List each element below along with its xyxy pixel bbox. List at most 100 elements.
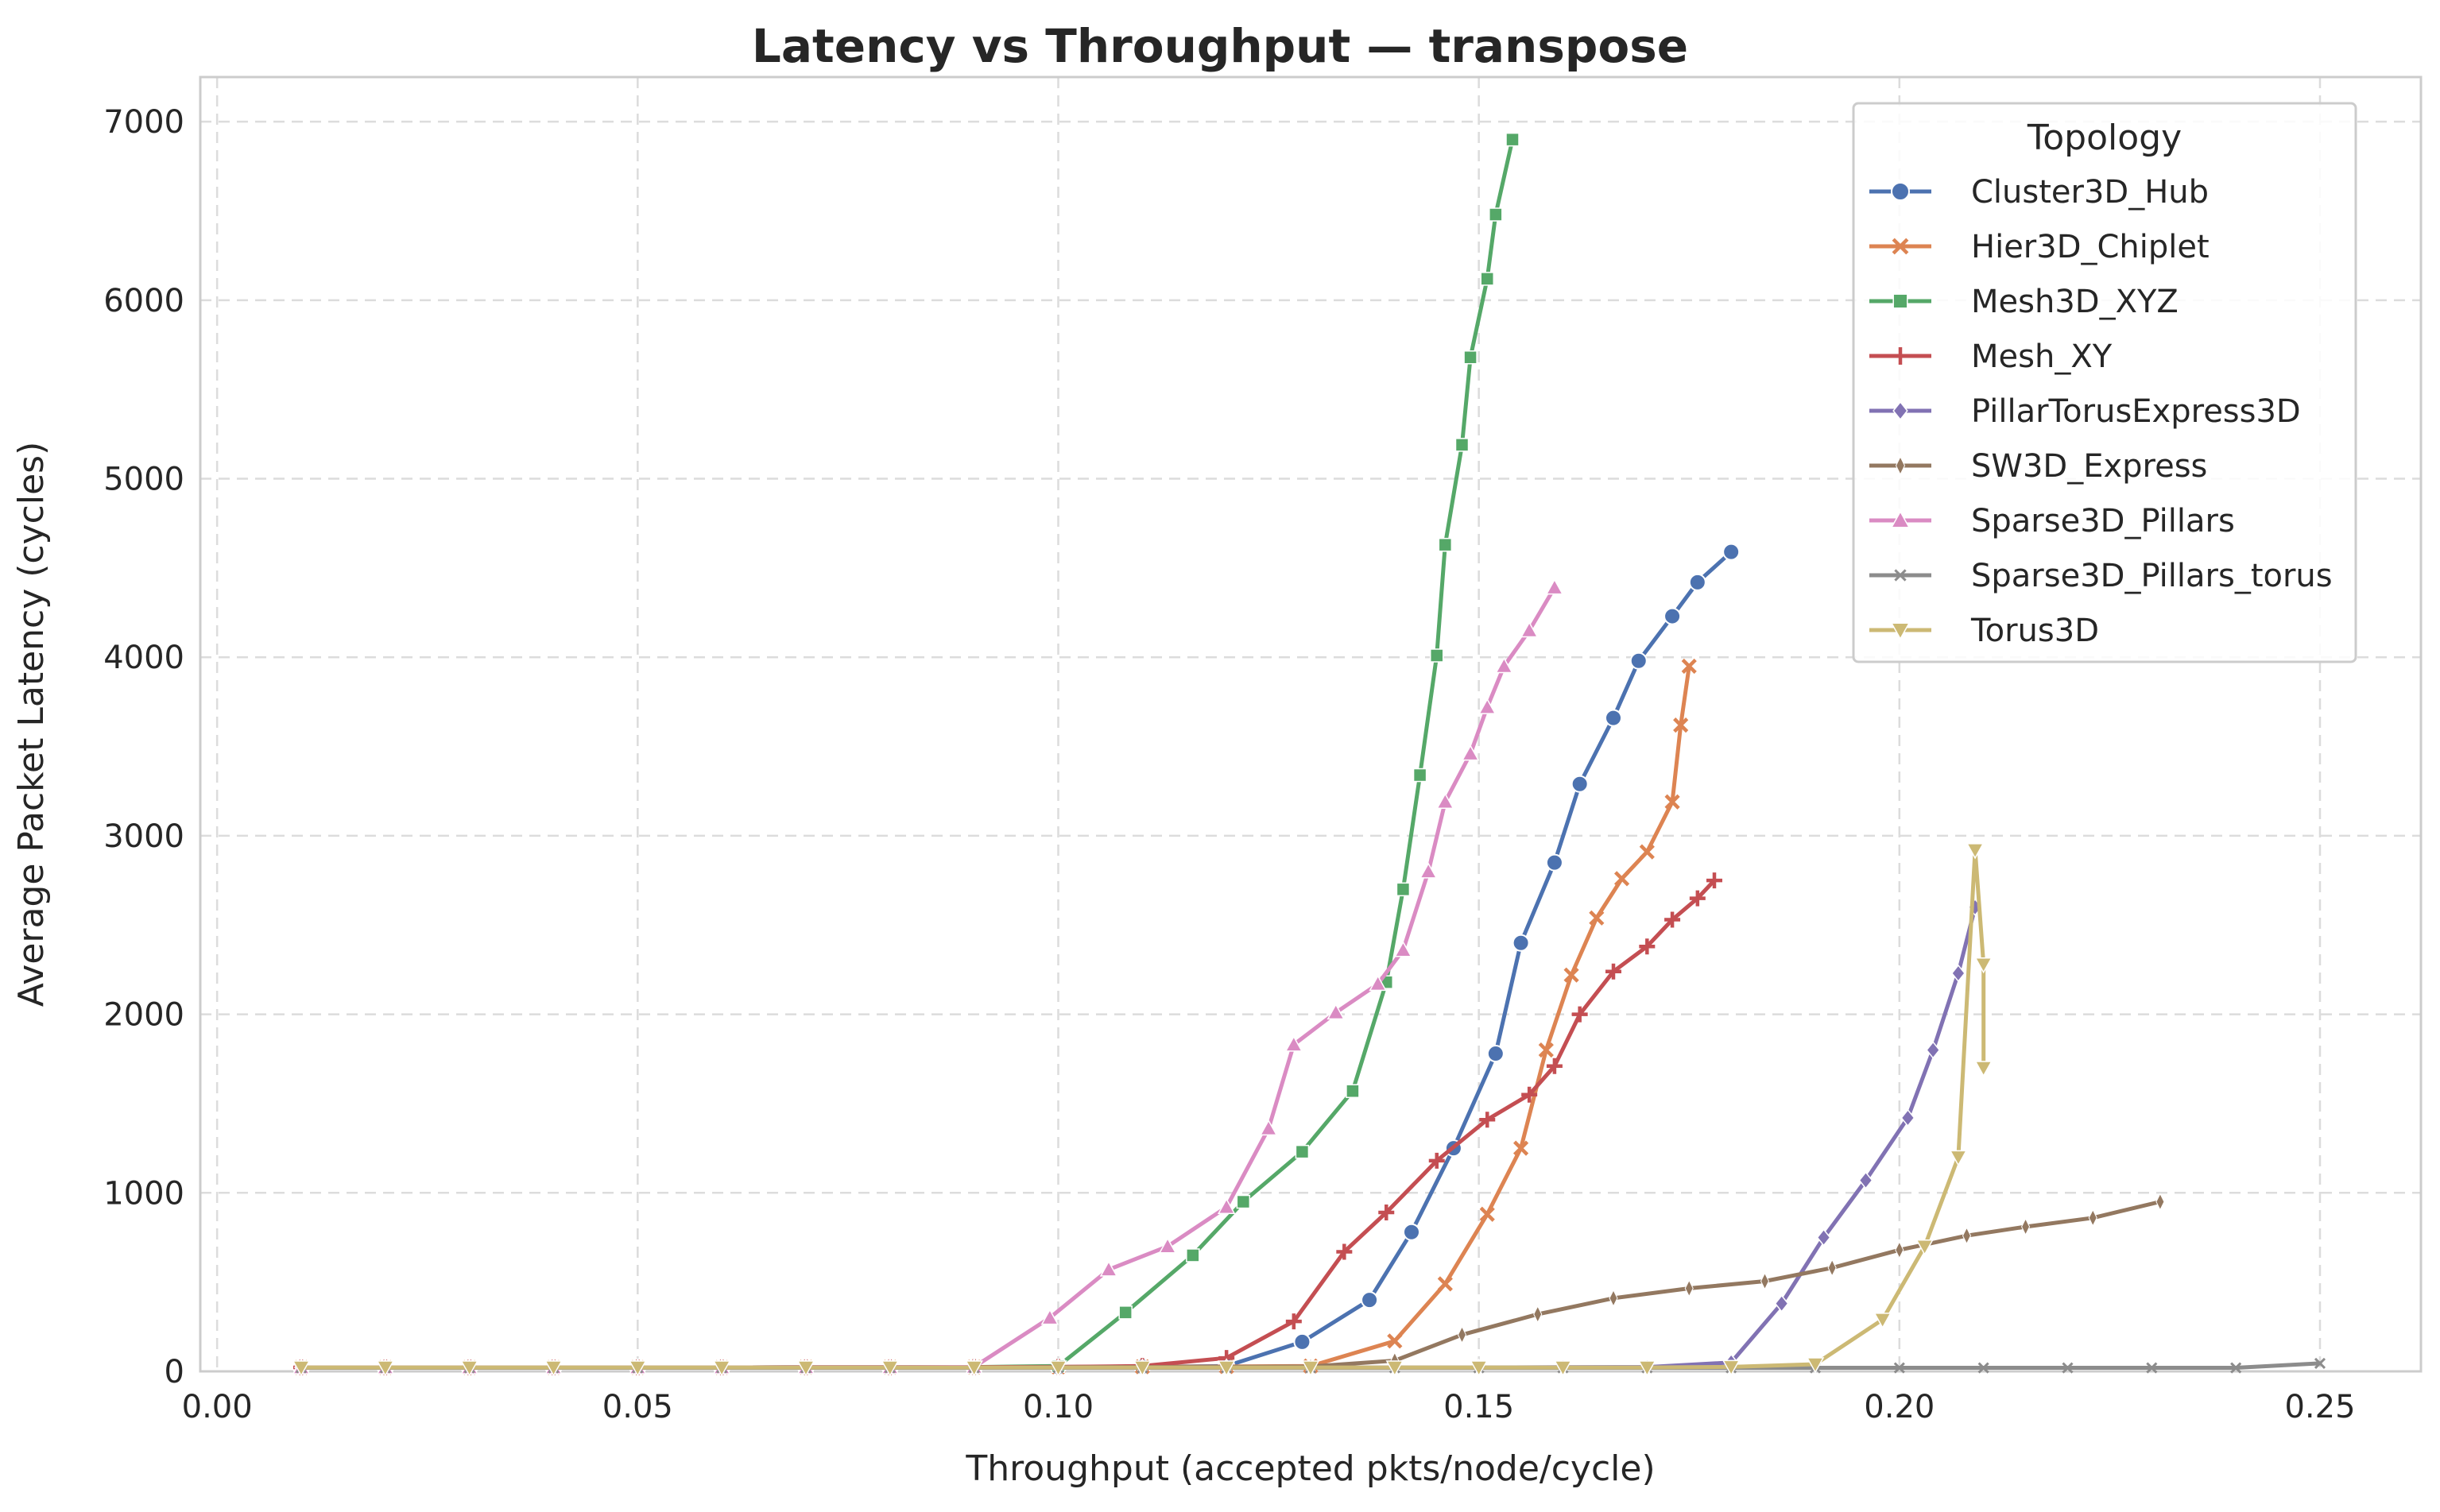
data-point xyxy=(1378,1205,1395,1221)
data-point xyxy=(1403,1223,1420,1241)
data-point xyxy=(1774,1294,1789,1313)
data-point xyxy=(2088,1208,2097,1227)
x-tick-label: 0.20 xyxy=(1864,1389,1935,1425)
data-point xyxy=(1295,1144,1310,1159)
data-point xyxy=(1974,1061,1993,1077)
data-point xyxy=(1437,1276,1453,1292)
data-point xyxy=(1722,1359,1741,1376)
data-point xyxy=(1563,967,1579,983)
data-point xyxy=(1915,1239,1934,1256)
data-point xyxy=(1049,1360,1067,1377)
data-point xyxy=(1236,1194,1251,1209)
data-point xyxy=(1977,1362,1989,1374)
data-point xyxy=(1463,350,1478,365)
data-point xyxy=(1760,1272,1770,1290)
data-point xyxy=(292,1360,311,1377)
legend-box xyxy=(1852,102,2357,663)
series-Torus3D xyxy=(292,843,1993,1377)
legend-item: Sparse3D_Pillars xyxy=(1869,503,2235,539)
data-point xyxy=(1545,578,1564,595)
data-point xyxy=(1533,1305,1543,1324)
data-point xyxy=(1520,621,1539,638)
data-point xyxy=(1327,1003,1346,1020)
x-axis-label: Throughput (accepted pkts/node/cycle) xyxy=(965,1448,1655,1489)
data-point xyxy=(1571,775,1589,793)
legend-item: Sparse3D_Pillars_torus xyxy=(1869,558,2333,594)
data-point xyxy=(1412,768,1427,783)
data-point xyxy=(1428,1152,1445,1169)
y-tick-label: 7000 xyxy=(103,104,184,141)
data-point xyxy=(1436,792,1454,809)
x-axis-ticks: 0.00 0.05 0.10 0.15 0.20 0.25 xyxy=(182,1389,2356,1425)
data-point xyxy=(544,1360,563,1377)
data-point xyxy=(1891,182,1910,201)
data-point xyxy=(1385,1360,1404,1377)
data-point xyxy=(2146,1362,2158,1374)
legend-item: Mesh3D_XYZ xyxy=(1869,284,2179,320)
data-point xyxy=(1293,1332,1311,1351)
data-point xyxy=(1217,1197,1236,1215)
data-point xyxy=(1639,938,1656,955)
data-point xyxy=(796,1360,815,1377)
legend-title: Topology xyxy=(2027,118,2182,158)
data-point xyxy=(1512,934,1530,952)
data-point xyxy=(1470,1360,1488,1377)
data-point xyxy=(1438,537,1453,552)
data-point xyxy=(1369,974,1387,992)
data-point xyxy=(1664,794,1680,810)
data-point xyxy=(1684,1279,1694,1297)
data-point xyxy=(1495,656,1513,674)
data-point xyxy=(1546,1058,1563,1074)
data-point xyxy=(1217,1360,1236,1377)
data-point xyxy=(1538,1042,1554,1058)
data-point xyxy=(1816,1228,1831,1247)
data-point xyxy=(1480,272,1494,286)
data-point xyxy=(1663,607,1682,625)
legend-label: Hier3D_Chiplet xyxy=(1971,229,2210,265)
data-point xyxy=(1949,1150,1968,1166)
data-point xyxy=(1394,941,1412,957)
legend-label: Sparse3D_Pillars_torus xyxy=(1971,558,2333,594)
data-point xyxy=(1892,238,1909,255)
data-point xyxy=(1858,1171,1873,1189)
chart-title: Latency vs Throughput — transpose xyxy=(752,19,1688,73)
data-point xyxy=(1571,1006,1588,1023)
legend: Topology Cluster3D_Hub Hier3D_Chiplet Mesh… xyxy=(1852,102,2357,663)
data-point xyxy=(1430,648,1444,663)
data-point xyxy=(1118,1305,1133,1320)
data-point xyxy=(1512,1140,1529,1156)
legend-label: Mesh3D_XYZ xyxy=(1971,284,2179,320)
legend-item: Torus3D xyxy=(1869,613,2099,649)
data-point xyxy=(1301,1360,1320,1377)
data-point xyxy=(1346,1084,1360,1098)
data-point xyxy=(1461,744,1480,761)
y-tick-label: 2000 xyxy=(103,997,184,1034)
data-point xyxy=(1664,911,1681,928)
data-point xyxy=(1900,1108,1915,1127)
data-point xyxy=(1259,1119,1278,1136)
data-point xyxy=(1806,1357,1825,1374)
data-point xyxy=(1133,1360,1152,1377)
x-tick-label: 0.05 xyxy=(602,1389,673,1425)
y-tick-label: 0 xyxy=(165,1354,184,1390)
data-point xyxy=(1521,1086,1538,1103)
data-point xyxy=(712,1360,731,1377)
data-point xyxy=(1186,1248,1200,1263)
data-point xyxy=(1926,1041,1941,1059)
data-point xyxy=(1505,132,1520,147)
data-point xyxy=(2230,1362,2242,1374)
data-point xyxy=(1613,871,1630,887)
y-axis-label: Average Packet Latency (cycles) xyxy=(11,442,52,1007)
data-point xyxy=(1892,293,1908,309)
series-group xyxy=(292,132,2326,1377)
data-point xyxy=(1893,1362,1905,1374)
data-point xyxy=(1285,1313,1302,1330)
y-tick-label: 1000 xyxy=(103,1175,184,1212)
legend-item: Mesh_XY xyxy=(1869,338,2113,375)
data-point xyxy=(1722,543,1741,561)
legend-label: PillarTorusExpress3D xyxy=(1971,393,2301,430)
data-point xyxy=(1605,709,1622,727)
data-point xyxy=(1387,1333,1403,1349)
data-point xyxy=(1478,698,1497,714)
data-point xyxy=(1974,957,1993,974)
